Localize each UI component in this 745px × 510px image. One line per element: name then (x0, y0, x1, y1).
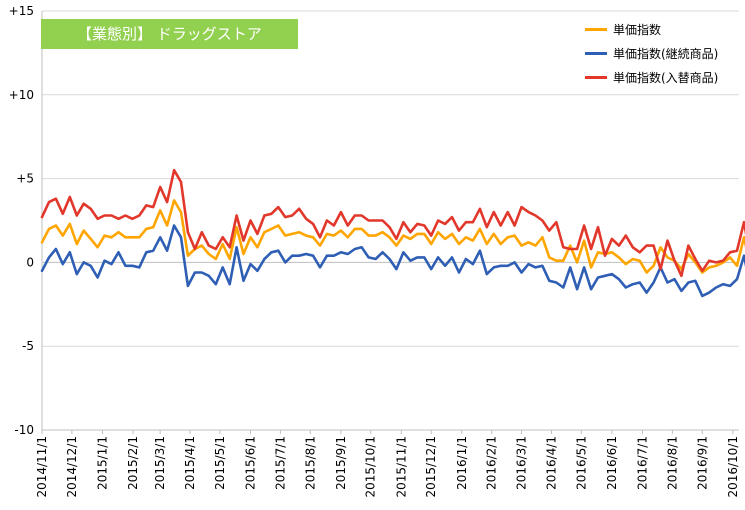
y-tick-label: -5 (22, 339, 34, 353)
x-axis: 2014/11/1 2014/12/1 2015/1/1 2015/2/1 2015/3… (35, 429, 740, 498)
x-tick-label: 2016/7/1 (635, 436, 649, 490)
y-tick-label: 0 (26, 255, 34, 269)
legend-item-continuing-items: 単価指数(継続商品) (585, 43, 718, 63)
y-axis: +15 +10 +5 0 -5 -10 (9, 4, 43, 437)
x-tick-label: 2016/3/1 (515, 436, 529, 490)
chart-title: 【業態別】 ドラッグストア (41, 19, 298, 49)
x-tick-label: 2015/1/1 (95, 436, 109, 490)
x-tick-label: 2016/5/1 (574, 436, 588, 490)
y-tick-label: +5 (16, 172, 34, 186)
x-tick-label: 2016/2/1 (485, 436, 499, 490)
x-tick-label: 2015/6/1 (244, 436, 258, 490)
series-line-3 (40, 168, 745, 278)
x-tick-label: 2015/3/1 (153, 436, 167, 490)
x-tick-label: 2016/6/1 (605, 436, 619, 490)
series-line-1 (40, 199, 745, 274)
y-tick-label: +10 (9, 88, 34, 102)
x-tick-label: 2014/12/1 (65, 436, 79, 498)
x-tick-label: 2015/2/1 (126, 436, 140, 490)
y-tick-label: +15 (9, 4, 34, 18)
x-tick-label: 2016/9/1 (695, 436, 709, 490)
x-tick-label: 2015/9/1 (334, 436, 348, 490)
x-tick-label: 2015/4/1 (183, 436, 197, 490)
series-line-2 (40, 224, 745, 298)
legend-label: 単価指数(入替商品) (613, 70, 719, 85)
x-tick-label: 2014/11/1 (35, 436, 49, 498)
legend: 単価指数 単価指数(継続商品) 単価指数(入替商品) (581, 17, 741, 93)
legend-label: 単価指数 (613, 22, 662, 37)
x-tick-label: 2015/5/1 (213, 436, 227, 490)
x-tick-label: 2016/4/1 (544, 436, 558, 490)
x-tick-label: 2016/8/1 (665, 436, 679, 490)
legend-label: 単価指数(継続商品) (613, 46, 719, 61)
legend-item-replaced-items: 単価指数(入替商品) (585, 67, 718, 87)
x-tick-label: 2015/7/1 (273, 436, 287, 490)
x-tick-label: 2015/12/1 (424, 436, 438, 498)
x-tick-label: 2015/11/1 (394, 436, 408, 498)
legend-swatch-red (585, 75, 607, 79)
x-tick-label: 2015/10/1 (364, 436, 378, 498)
legend-item-unit-price-index: 単価指数 (585, 19, 661, 39)
legend-swatch-blue (585, 51, 607, 55)
x-tick-label: 2016/1/1 (455, 436, 469, 490)
legend-swatch-orange (585, 27, 607, 31)
x-tick-label: 2016/10/1 (726, 436, 740, 498)
y-tick-label: -10 (14, 423, 34, 437)
series-lines (40, 168, 745, 298)
x-tick-label: 2015/8/1 (303, 436, 317, 490)
